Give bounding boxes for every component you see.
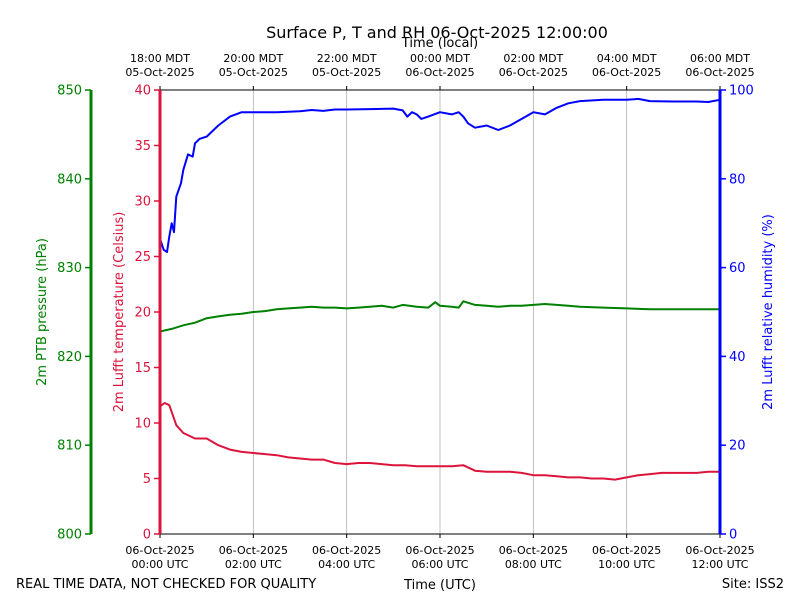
top-tick-label-date: 05-Oct-2025 [219,66,288,79]
x-tick-label-time: 00:00 UTC [131,558,188,571]
temperature-axis-tick-label: 30 [134,195,151,210]
temperature-axis: 0 5 10 15 20 25 30 35 40 [134,84,162,543]
temperature-axis-tick-label: 5 [143,472,151,487]
humidity-axis-tick-label: 20 [729,439,746,454]
humidity-axis-tick-label: 80 [729,172,746,187]
series-line-pressure [159,300,720,333]
x-tick-label-time: 12:00 UTC [691,558,748,571]
x-axis-label: Time (UTC) [403,578,476,593]
pressure-axis-tick-label: 830 [57,261,82,276]
pressure-axis-tick-label: 810 [57,439,82,454]
x-tick-label-date: 06-Oct-2025 [685,544,754,557]
top-tick-label-date: 06-Oct-2025 [685,66,754,79]
series-layer [159,97,721,481]
temperature-axis-tick-label: 25 [134,250,151,265]
top-tick-label-date: 06-Oct-2025 [499,66,568,79]
temperature-axis-tick-label: 40 [134,84,151,99]
x-tick-label-date: 06-Oct-2025 [405,544,474,557]
series-line-humidity [159,97,721,254]
top-tick-label-time: 20:00 MDT [223,52,283,65]
humidity-axis: 0 20 40 60 80 100 [718,84,754,543]
top-tick-label-time: 00:00 MDT [410,52,470,65]
pressure-axis-tick-label: 820 [57,350,82,365]
quality-note: REAL TIME DATA, NOT CHECKED FOR QUALITY [16,577,316,592]
top-tick-label-time: 06:00 MDT [690,52,750,65]
temperature-axis-tick-label: 10 [134,417,151,432]
pressure-axis: 800 810 820 830 840 850 [57,84,93,543]
humidity-axis-label: 2m Lufft relative humidity (%) [761,214,776,410]
x-tick-label-date: 06-Oct-2025 [125,544,194,557]
top-axis-title: Time (local) [401,36,478,51]
top-tick-label-time: 02:00 MDT [503,52,563,65]
x-tick-label-date: 06-Oct-2025 [312,544,381,557]
x-tick-label-time: 08:00 UTC [505,558,562,571]
temperature-axis-tick-label: 15 [134,361,151,376]
pressure-axis-tick-label: 850 [57,84,82,99]
temperature-axis-tick-label: 35 [134,139,151,154]
x-tick-label-time: 04:00 UTC [318,558,375,571]
x-tick-label-time: 10:00 UTC [598,558,655,571]
top-tick-label-date: 05-Oct-2025 [312,66,381,79]
x-tick-label-time: 02:00 UTC [225,558,282,571]
top-tick-label-time: 22:00 MDT [317,52,377,65]
temperature-axis-tick-label: 0 [143,528,151,543]
pressure-axis-label: 2m PTB pressure (hPa) [35,238,50,386]
temperature-axis-tick-label: 20 [134,306,151,321]
series-line-temperature [159,402,720,481]
pressure-axis-tick-label: 840 [57,172,82,187]
top-tick-label-date: 05-Oct-2025 [125,66,194,79]
x-tick-label-date: 06-Oct-2025 [592,544,661,557]
top-tick-label-date: 06-Oct-2025 [592,66,661,79]
top-tick-label-time: 18:00 MDT [130,52,190,65]
humidity-axis-tick-label: 60 [729,261,746,276]
pressure-axis-tick-label: 800 [57,528,82,543]
x-tick-label-date: 06-Oct-2025 [499,544,568,557]
chart-title: Surface P, T and RH 06-Oct-2025 12:00:00 [266,23,608,42]
x-tick-label-date: 06-Oct-2025 [219,544,288,557]
top-tick-label-date: 06-Oct-2025 [405,66,474,79]
temperature-axis-label: 2m Lufft temperature (Celsius) [112,212,127,413]
humidity-axis-tick-label: 0 [729,528,737,543]
top-tick-label-time: 04:00 MDT [597,52,657,65]
x-tick-label-time: 06:00 UTC [411,558,468,571]
humidity-axis-tick-label: 40 [729,350,746,365]
site-label: Site: ISS2 [722,577,784,592]
humidity-axis-tick-label: 100 [729,84,754,99]
